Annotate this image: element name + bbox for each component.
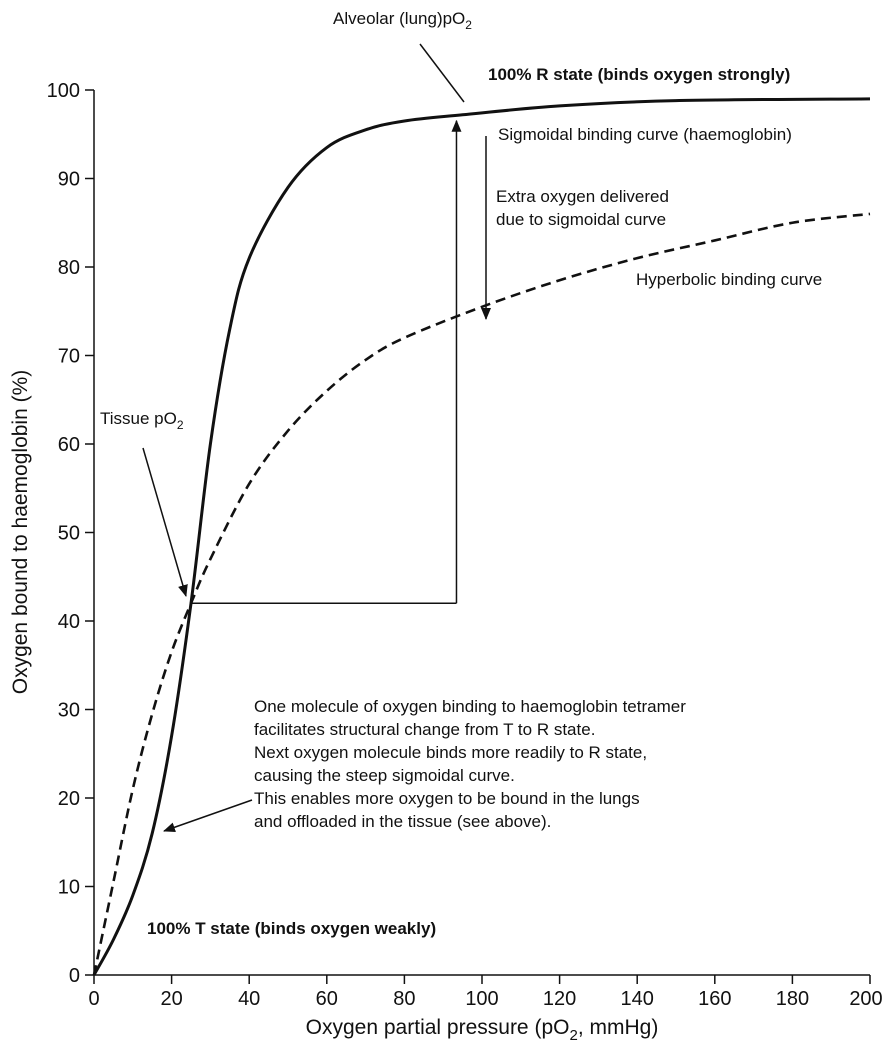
- x-tick-label: 200: [849, 988, 882, 1010]
- extra-oxygen-label-line-1: Extra oxygen delivered: [496, 187, 669, 206]
- hyperbolic-curve-label: Hyperbolic binding curve: [636, 270, 822, 289]
- y-tick-label: 70: [58, 346, 80, 368]
- y-tick-label: 10: [58, 877, 80, 899]
- x-tick-label: 160: [698, 988, 731, 1010]
- alveolar-pointer-line: [419, 43, 465, 103]
- y-tick-label: 80: [58, 257, 80, 279]
- sigmoidal-curve-label: Sigmoidal binding curve (haemoglobin): [498, 125, 792, 144]
- r-state-label: 100% R state (binds oxygen strongly): [488, 65, 790, 84]
- x-ticks: 0 20 40 60 80 100 120 140 160 180 200: [88, 975, 883, 1010]
- y-axis-title: Oxygen bound to haemoglobin (%): [9, 370, 32, 695]
- y-tick-label: 40: [58, 611, 80, 633]
- x-tick-label: 80: [393, 988, 415, 1010]
- x-tick-label: 180: [776, 988, 809, 1010]
- explanation-line-3: Next oxygen molecule binds more readily …: [254, 743, 647, 762]
- explanation-line-6: and offloaded in the tissue (see above).: [254, 812, 551, 831]
- x-tick-label: 60: [316, 988, 338, 1010]
- x-tick-label: 20: [160, 988, 182, 1010]
- x-tick-label: 120: [543, 988, 576, 1010]
- x-tick-label: 40: [238, 988, 260, 1010]
- explanation-line-4: causing the steep sigmoidal curve.: [254, 766, 515, 785]
- tissue-pointer-arrow: [142, 447, 188, 597]
- y-tick-label: 20: [58, 788, 80, 810]
- y-tick-label: 0: [69, 965, 80, 987]
- y-tick-label: 100: [47, 80, 80, 102]
- y-tick-label: 30: [58, 700, 80, 722]
- explanation-line-5: This enables more oxygen to be bound in …: [254, 789, 640, 808]
- explanation-line-1: One molecule of oxygen binding to haemog…: [254, 697, 686, 716]
- x-tick-label: 140: [621, 988, 654, 1010]
- explanation-pointer-arrow: [163, 799, 253, 833]
- extra-oxygen-label-line-2: due to sigmoidal curve: [496, 210, 666, 229]
- alveolar-po2-label: Alveolar (lung)pO2: [333, 9, 472, 32]
- y-tick-label: 50: [58, 523, 80, 545]
- hyperbolic-curve-line: [92, 212, 871, 976]
- y-tick-label: 60: [58, 434, 80, 456]
- y-tick-label: 90: [58, 169, 80, 191]
- x-tick-label: 100: [465, 988, 498, 1010]
- sigmoidal-curve-line: [92, 97, 871, 976]
- x-tick-label: 0: [88, 988, 99, 1010]
- y-ticks: 0 10 20 30 40 50 60 70 80 90 100: [47, 80, 94, 987]
- t-state-label: 100% T state (binds oxygen weakly): [147, 919, 436, 938]
- x-axis-title: Oxygen partial pressure (pO2, mmHg): [306, 1016, 659, 1044]
- explanation-line-2: facilitates structural change from T to …: [254, 720, 595, 739]
- tissue-po2-label: Tissue pO2: [100, 409, 184, 432]
